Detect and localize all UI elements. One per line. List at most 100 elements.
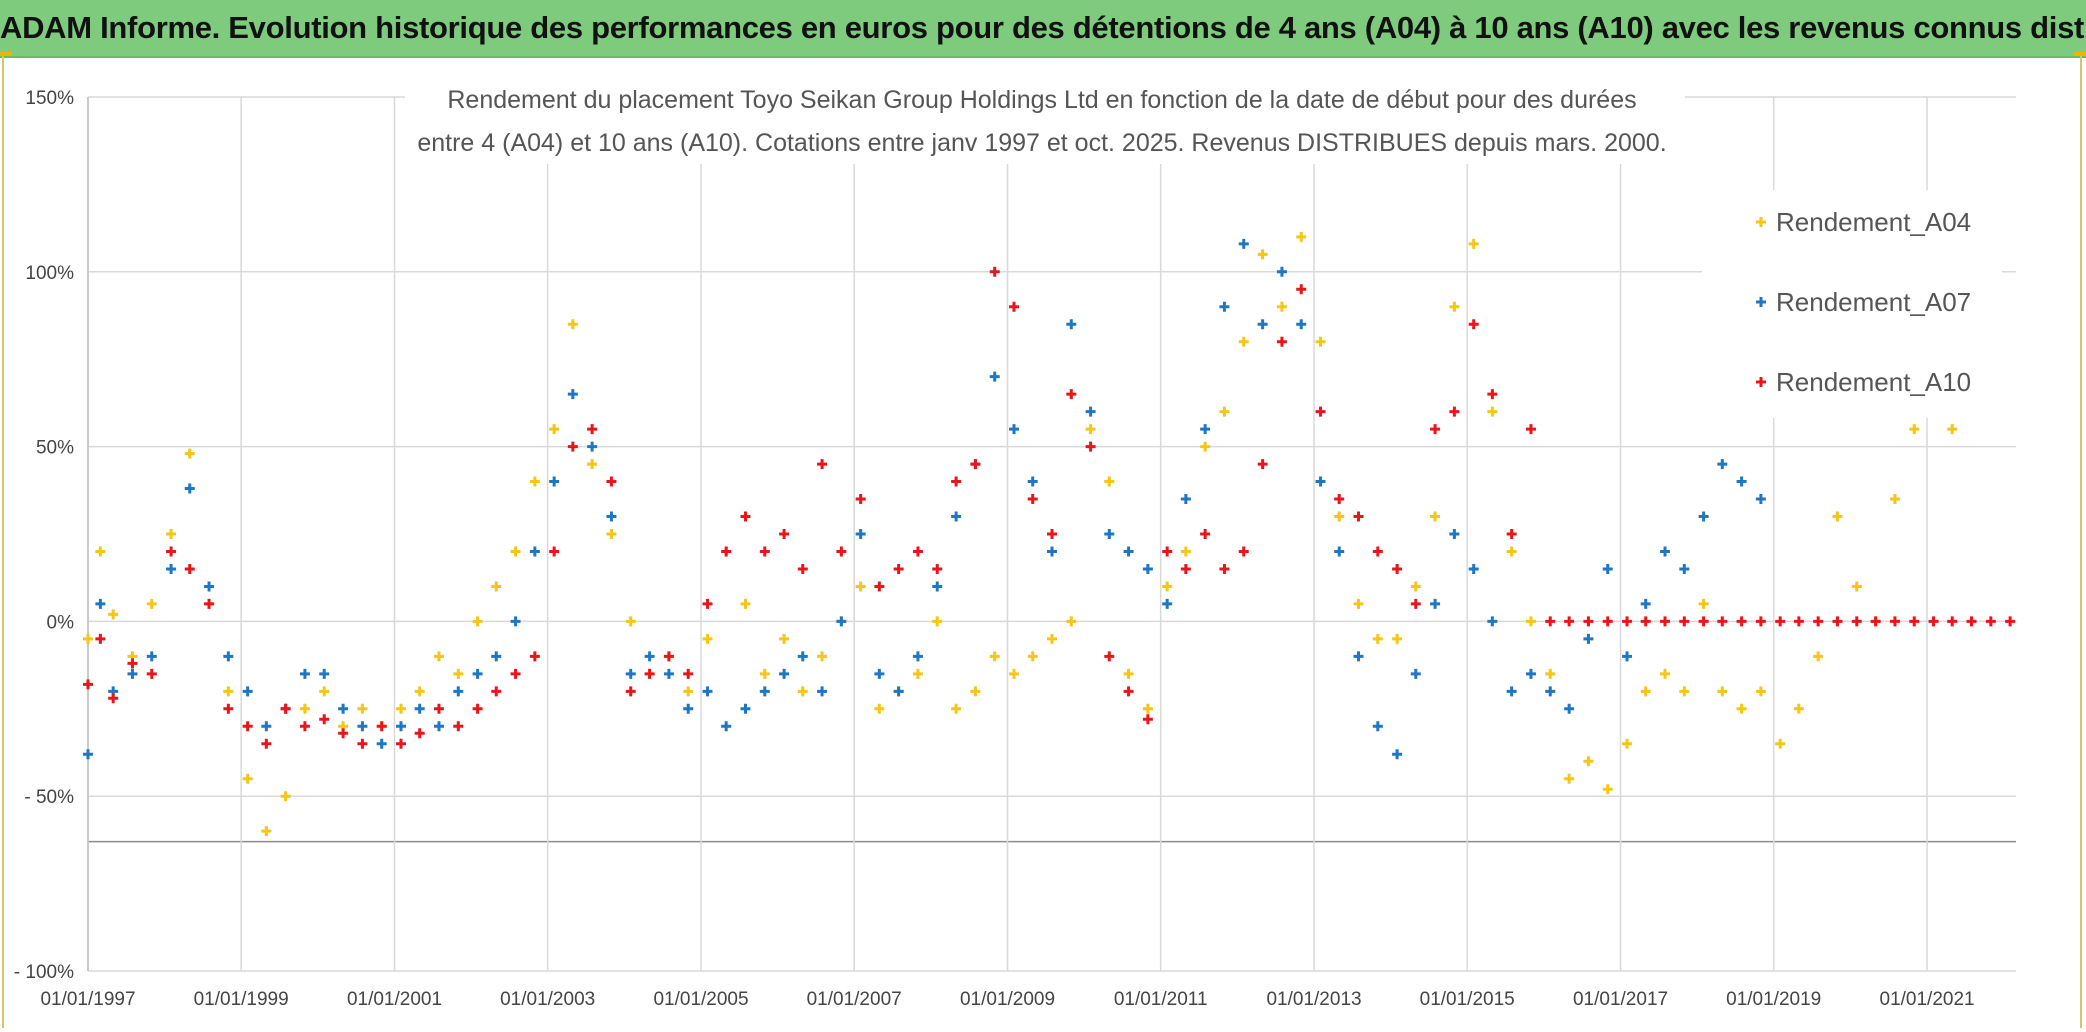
data-point bbox=[491, 686, 502, 697]
data-point bbox=[108, 693, 119, 704]
data-point bbox=[567, 389, 578, 400]
data-point bbox=[1104, 529, 1115, 539]
data-point bbox=[1679, 616, 1690, 627]
data-point bbox=[1142, 563, 1153, 574]
chart-title-line1: Rendement du placement Toyo Seikan Group… bbox=[447, 86, 1636, 114]
data-point bbox=[912, 546, 923, 557]
data-point bbox=[759, 546, 770, 557]
data-point bbox=[702, 633, 713, 644]
data-point bbox=[779, 668, 790, 679]
y-tick-label: - 100% bbox=[14, 962, 74, 983]
data-point bbox=[166, 529, 177, 539]
data-point bbox=[567, 319, 578, 330]
data-point bbox=[1755, 686, 1766, 697]
data-point bbox=[1545, 668, 1556, 679]
data-point bbox=[625, 616, 636, 627]
data-point bbox=[893, 563, 904, 574]
data-point bbox=[166, 546, 177, 557]
data-point bbox=[951, 511, 962, 522]
data-point bbox=[1219, 301, 1230, 312]
data-point bbox=[1736, 476, 1747, 487]
data-point bbox=[1717, 616, 1728, 627]
data-point bbox=[1066, 389, 1077, 400]
data-point bbox=[1392, 749, 1403, 760]
data-point bbox=[1392, 563, 1403, 574]
data-point bbox=[1487, 389, 1498, 400]
data-point bbox=[1353, 651, 1364, 662]
data-point bbox=[83, 749, 93, 760]
data-point bbox=[644, 668, 655, 679]
legend-label: Rendement_A04 bbox=[1776, 207, 1971, 237]
data-point bbox=[1832, 616, 1843, 627]
data-point bbox=[1009, 668, 1020, 679]
data-point bbox=[1564, 703, 1575, 714]
data-point bbox=[1602, 616, 1613, 627]
data-point bbox=[95, 633, 106, 644]
data-point bbox=[453, 668, 464, 679]
data-point bbox=[1410, 581, 1421, 592]
data-point bbox=[1679, 686, 1690, 697]
data-point bbox=[1564, 773, 1575, 784]
data-point bbox=[1660, 546, 1671, 557]
data-point bbox=[721, 546, 732, 557]
data-point bbox=[357, 703, 368, 714]
data-point bbox=[2005, 616, 2016, 627]
data-point bbox=[1430, 424, 1441, 435]
data-point bbox=[1315, 336, 1326, 347]
data-point bbox=[319, 686, 330, 697]
data-point bbox=[1276, 336, 1287, 347]
data-point bbox=[1679, 563, 1690, 574]
data-point bbox=[1296, 284, 1307, 295]
data-point bbox=[1449, 529, 1460, 539]
banner-title: ADAM Informe. Evolution historique des p… bbox=[0, 10, 2086, 45]
data-point bbox=[1870, 616, 1881, 627]
data-point bbox=[1257, 459, 1268, 470]
data-point bbox=[127, 668, 138, 679]
x-tick-label: 01/01/2021 bbox=[1880, 989, 1975, 1010]
data-point bbox=[357, 721, 368, 732]
series-Rendement_A10 bbox=[83, 266, 2016, 749]
data-point bbox=[1296, 231, 1307, 242]
data-point bbox=[1353, 511, 1364, 522]
data-point bbox=[184, 563, 195, 574]
data-point bbox=[1813, 616, 1824, 627]
data-point bbox=[1392, 633, 1403, 644]
grid-layer bbox=[87, 96, 2016, 972]
data-point bbox=[1545, 686, 1556, 697]
data-point bbox=[280, 703, 291, 714]
data-point bbox=[1832, 511, 1843, 522]
x-tick-label: 01/01/2005 bbox=[653, 989, 748, 1010]
data-point bbox=[1257, 319, 1268, 330]
y-tick-label: 100% bbox=[25, 263, 74, 284]
data-point bbox=[1123, 546, 1134, 557]
data-point bbox=[1525, 424, 1536, 435]
data-point bbox=[912, 651, 923, 662]
data-point bbox=[357, 738, 368, 749]
chart-title-background bbox=[405, 78, 1685, 164]
data-point bbox=[1238, 336, 1249, 347]
data-point bbox=[1296, 319, 1307, 330]
data-point bbox=[146, 668, 157, 679]
data-point bbox=[1200, 529, 1211, 539]
data-point bbox=[510, 546, 521, 557]
data-point bbox=[817, 686, 828, 697]
data-point bbox=[1487, 406, 1498, 417]
data-point bbox=[491, 651, 502, 662]
x-tick-label: 01/01/2003 bbox=[500, 989, 595, 1010]
data-point bbox=[433, 703, 444, 714]
data-point bbox=[1622, 738, 1633, 749]
data-point bbox=[223, 703, 234, 714]
data-point bbox=[1583, 633, 1594, 644]
data-point bbox=[319, 668, 330, 679]
data-point bbox=[1372, 721, 1383, 732]
chart-title-line2: entre 4 (A04) et 10 ans (A10). Cotations… bbox=[417, 129, 1666, 157]
data-point bbox=[1755, 494, 1766, 505]
data-point bbox=[1027, 494, 1038, 505]
data-point bbox=[759, 686, 770, 697]
data-point bbox=[817, 459, 828, 470]
data-point bbox=[893, 686, 904, 697]
data-point bbox=[184, 448, 195, 459]
legend-marker bbox=[1756, 377, 1766, 387]
y-tick-label: 50% bbox=[36, 438, 74, 459]
